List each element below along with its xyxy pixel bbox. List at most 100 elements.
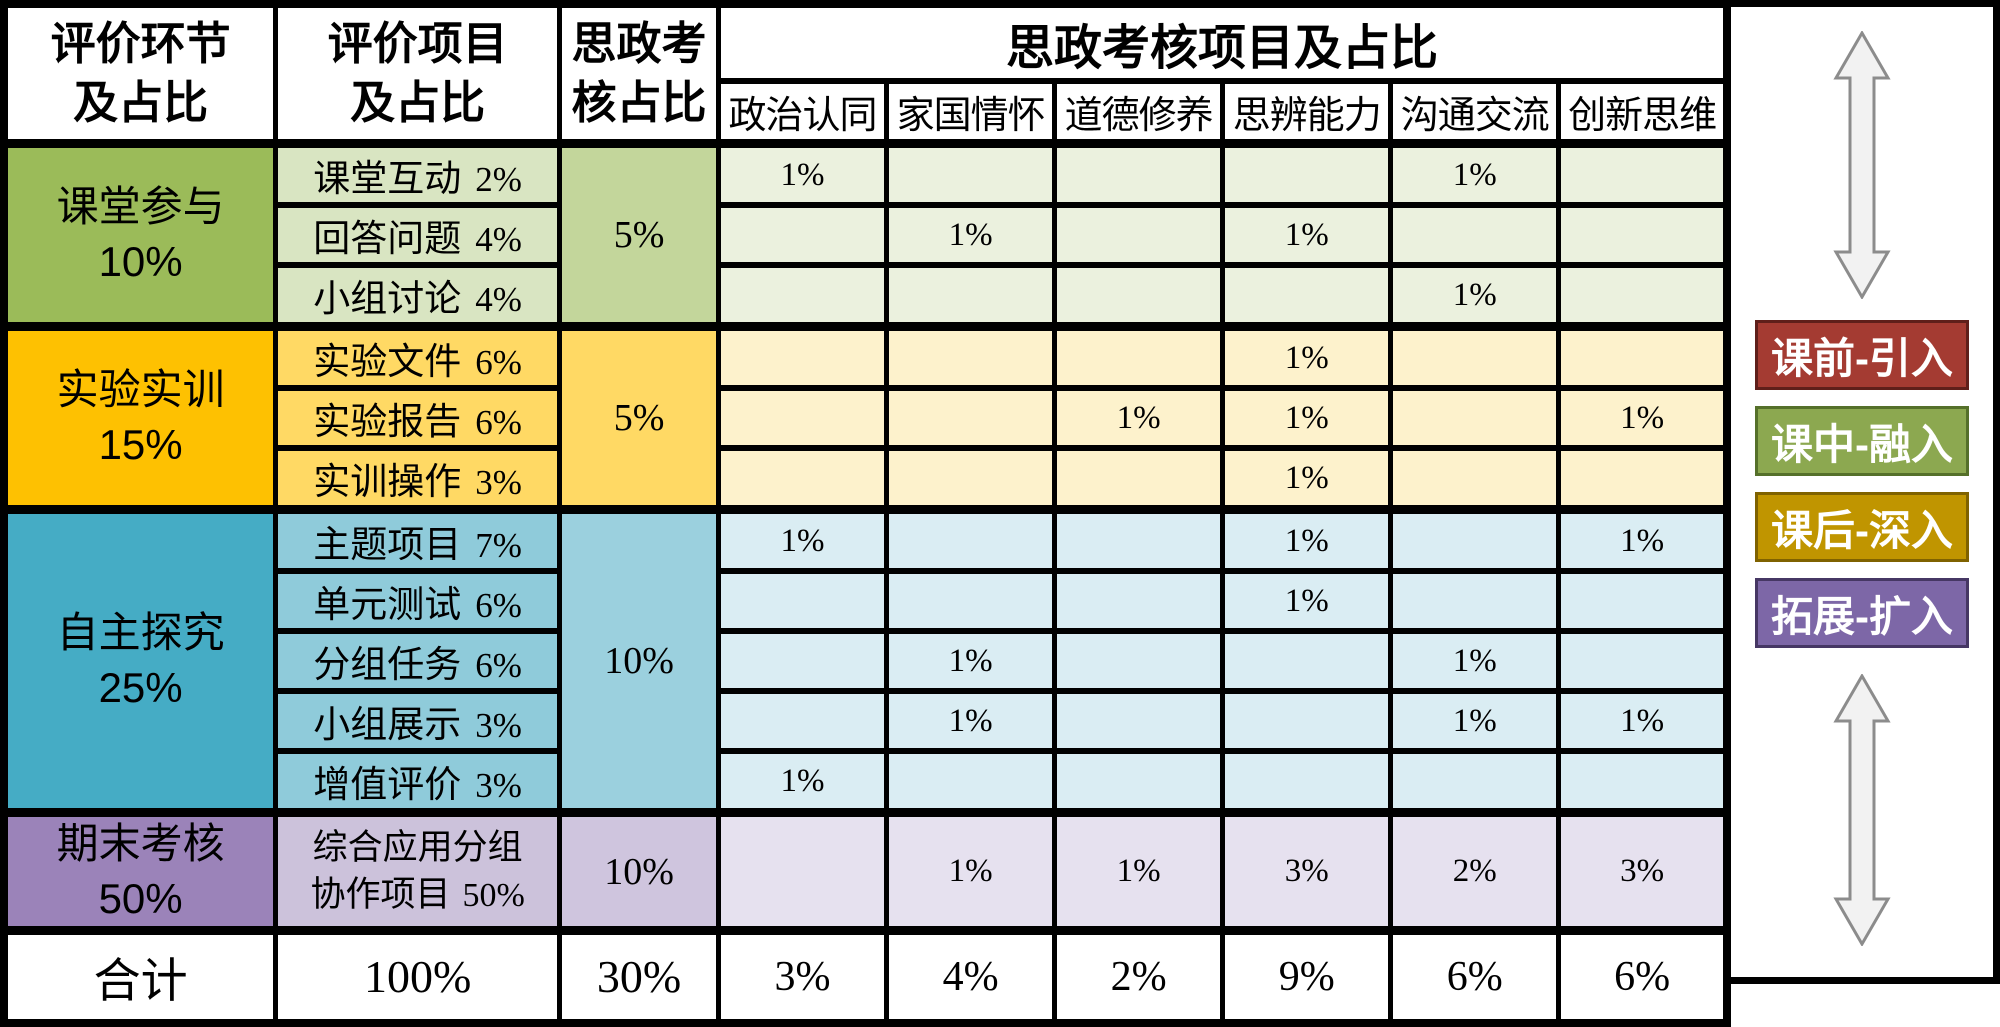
item-pct: 2% [475,160,522,199]
score-cell [1052,262,1226,330]
total-label-cell: 合计 [1,926,279,1026]
score-cell [1052,322,1226,391]
item-pct: 3% [475,463,522,502]
score-cell [884,505,1058,574]
header-stage-line1: 评价环节 [50,19,231,69]
total-score-cell: 6% [1388,926,1562,1026]
score-cell: 1% [1556,688,1730,754]
phase-badge-in-class: 课中-融入 [1755,406,1969,476]
table-row: 小组展示 3% 1% 1% 1% [4,688,1730,754]
header-stage-line2: 及占比 [73,77,209,128]
stage-pct: 10% [98,238,183,285]
col-header-critical-thinking: 思辨能力 [1220,78,1394,147]
phase-badges: 课前-引入 课中-融入 课后-深入 拓展-扩入 [1755,320,1969,648]
item-cell: 回答问题 4% [273,202,563,268]
score-cell [1556,445,1730,513]
header-stage-column: 评价环节 及占比 [1,1,279,147]
sizheng-ratio-cell: 5% [557,322,722,513]
header-item-line2: 及占比 [350,77,486,128]
stage-label: 期末考核 [56,820,225,867]
score-cell: 1% [1388,628,1562,694]
score-cell [1556,628,1730,694]
item-label: 回答问题 [313,219,462,260]
sizheng-ratio-cell: 10% [557,807,722,934]
double-arrow-top-icon [1833,30,1891,304]
item-label: 实验文件 [313,342,462,383]
score-cell [1388,568,1562,634]
item-cell: 实验报告 6% [273,385,563,451]
stage-label: 自主探究 [56,609,225,657]
stage-label: 实验实训 [56,366,225,414]
score-cell [884,322,1058,391]
table-row: 增值评价 3% 1% [4,748,1730,816]
score-cell [884,748,1058,816]
score-cell: 1% [1220,322,1394,391]
col-header-political-identity: 政治认同 [716,78,890,147]
score-cell [1052,628,1226,694]
score-cell [1388,385,1562,451]
phase-badge-extension: 拓展-扩入 [1755,578,1969,648]
total-row: 合计 100% 30% 3% 4% 2% 9% 6% 6% [1,926,1730,1026]
item-pct: 4% [475,280,522,319]
item-pct: 4% [475,220,522,259]
score-cell [1556,139,1730,208]
item-label: 实训操作 [313,462,462,503]
item-pct: 6% [475,646,522,685]
total-items-cell: 100% [273,926,563,1026]
score-cell: 3% [1556,807,1730,934]
table-header-row: 评价环节 及占比 评价项目 及占比 思政考 核占比 思政考核项目及占比 [1,1,1730,147]
score-cell: 1% [716,505,890,574]
item-label: 综合应用分组协作项目 [310,828,523,915]
assessment-table: 评价环节 及占比 评价项目 及占比 思政考 核占比 思政考核项目及占比 政治认同… [0,0,1731,1027]
stage-pct: 25% [98,664,183,711]
item-cell: 单元测试 6% [273,568,563,634]
col-header-communication: 沟通交流 [1388,78,1562,147]
header-item-column: 评价项目 及占比 [273,1,563,147]
score-cell [1388,445,1562,513]
score-cell [884,139,1058,208]
score-cell [716,628,890,694]
score-cell [1220,628,1394,694]
sizheng-ratio-cell: 5% [557,139,722,330]
col-header-moral-cultivation: 道德修养 [1052,78,1226,147]
stage-cell: 期末考核 50% [1,807,279,934]
score-cell: 1% [716,139,890,208]
item-pct: 6% [475,403,522,442]
score-cell [1052,445,1226,513]
table-row: 小组讨论 4% 1% [4,262,1730,330]
score-cell [1556,322,1730,391]
item-label: 小组展示 [313,705,462,746]
item-label: 单元测试 [313,585,462,626]
score-cell [1556,202,1730,268]
score-cell [884,385,1058,451]
score-cell [1220,688,1394,754]
score-cell [716,262,890,330]
score-cell [1052,139,1226,208]
score-cell [1052,748,1226,816]
score-cell: 1% [884,628,1058,694]
item-cell: 课堂互动 2% [273,139,563,208]
total-score-cell: 9% [1220,926,1394,1026]
score-cell [1220,139,1394,208]
item-label: 增值评价 [313,765,462,806]
score-cell [1388,202,1562,268]
total-score-cell: 4% [884,926,1058,1026]
score-cell: 1% [1220,505,1394,574]
item-label: 实验报告 [313,402,462,443]
score-cell [884,568,1058,634]
score-cell [884,262,1058,330]
table-subheader-row: 政治认同 家国情怀 道德修养 思辨能力 沟通交流 创新思维 [4,78,1730,147]
item-pct: 6% [475,586,522,625]
item-pct: 7% [475,526,522,565]
item-cell: 增值评价 3% [273,748,563,816]
header-item-line1: 评价项目 [327,19,508,69]
table-row: 期末考核 50% 综合应用分组协作项目 50% 10% 1% 1% 3% 2% 3… [1,807,1730,934]
score-cell: 1% [1388,262,1562,330]
header-sizheng-line1: 思政考 [571,19,707,69]
item-cell: 分组任务 6% [273,628,563,694]
table-row: 实验报告 6% 1% 1% 1% [4,385,1730,451]
col-header-innovation: 创新思维 [1556,78,1730,147]
table-row: 课堂参与 10% 课堂互动 2% 5% 1% 1% [1,139,1730,330]
col-header-patriotism: 家国情怀 [884,78,1058,147]
stage-pct: 15% [98,421,183,468]
